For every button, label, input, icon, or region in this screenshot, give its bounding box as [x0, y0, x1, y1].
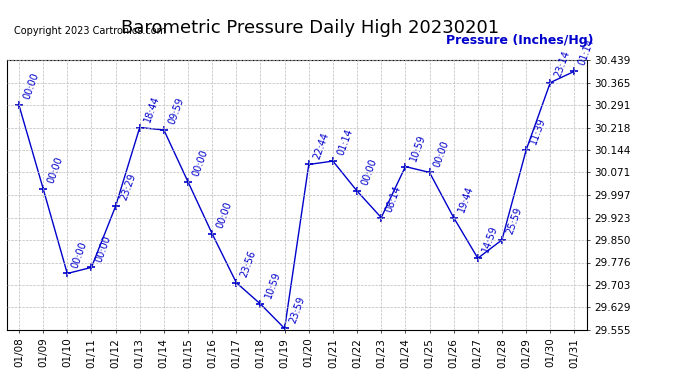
- Text: 14:59: 14:59: [481, 225, 500, 254]
- Text: 23:56: 23:56: [239, 249, 258, 279]
- Text: 22:44: 22:44: [312, 130, 331, 160]
- Text: 11:39: 11:39: [529, 117, 548, 146]
- Text: 08:14: 08:14: [384, 184, 403, 213]
- Text: 19:44: 19:44: [457, 184, 475, 213]
- Text: 01:14: 01:14: [578, 38, 596, 67]
- Text: Barometric Pressure Daily High 20230201: Barometric Pressure Daily High 20230201: [121, 19, 500, 37]
- Text: 10:59: 10:59: [264, 270, 282, 300]
- Text: 00:00: 00:00: [95, 234, 113, 263]
- Text: 00:00: 00:00: [191, 148, 210, 178]
- Text: 00:00: 00:00: [70, 240, 89, 269]
- Text: Pressure (Inches/Hg): Pressure (Inches/Hg): [446, 34, 593, 47]
- Text: 00:00: 00:00: [433, 139, 451, 168]
- Text: 10:59: 10:59: [408, 133, 427, 162]
- Text: 09:59: 09:59: [167, 96, 186, 126]
- Text: 25:59: 25:59: [505, 206, 524, 236]
- Text: 00:00: 00:00: [22, 72, 41, 101]
- Text: Copyright 2023 Cartronics.com: Copyright 2023 Cartronics.com: [14, 26, 166, 36]
- Text: 18:44: 18:44: [143, 94, 161, 123]
- Text: 23:29: 23:29: [119, 172, 137, 202]
- Text: 23:14: 23:14: [553, 49, 572, 78]
- Text: 00:00: 00:00: [360, 158, 379, 187]
- Text: 00:00: 00:00: [46, 155, 65, 184]
- Text: 00:00: 00:00: [215, 200, 234, 230]
- Text: 23:59: 23:59: [288, 295, 306, 324]
- Text: 01:14: 01:14: [336, 128, 355, 157]
